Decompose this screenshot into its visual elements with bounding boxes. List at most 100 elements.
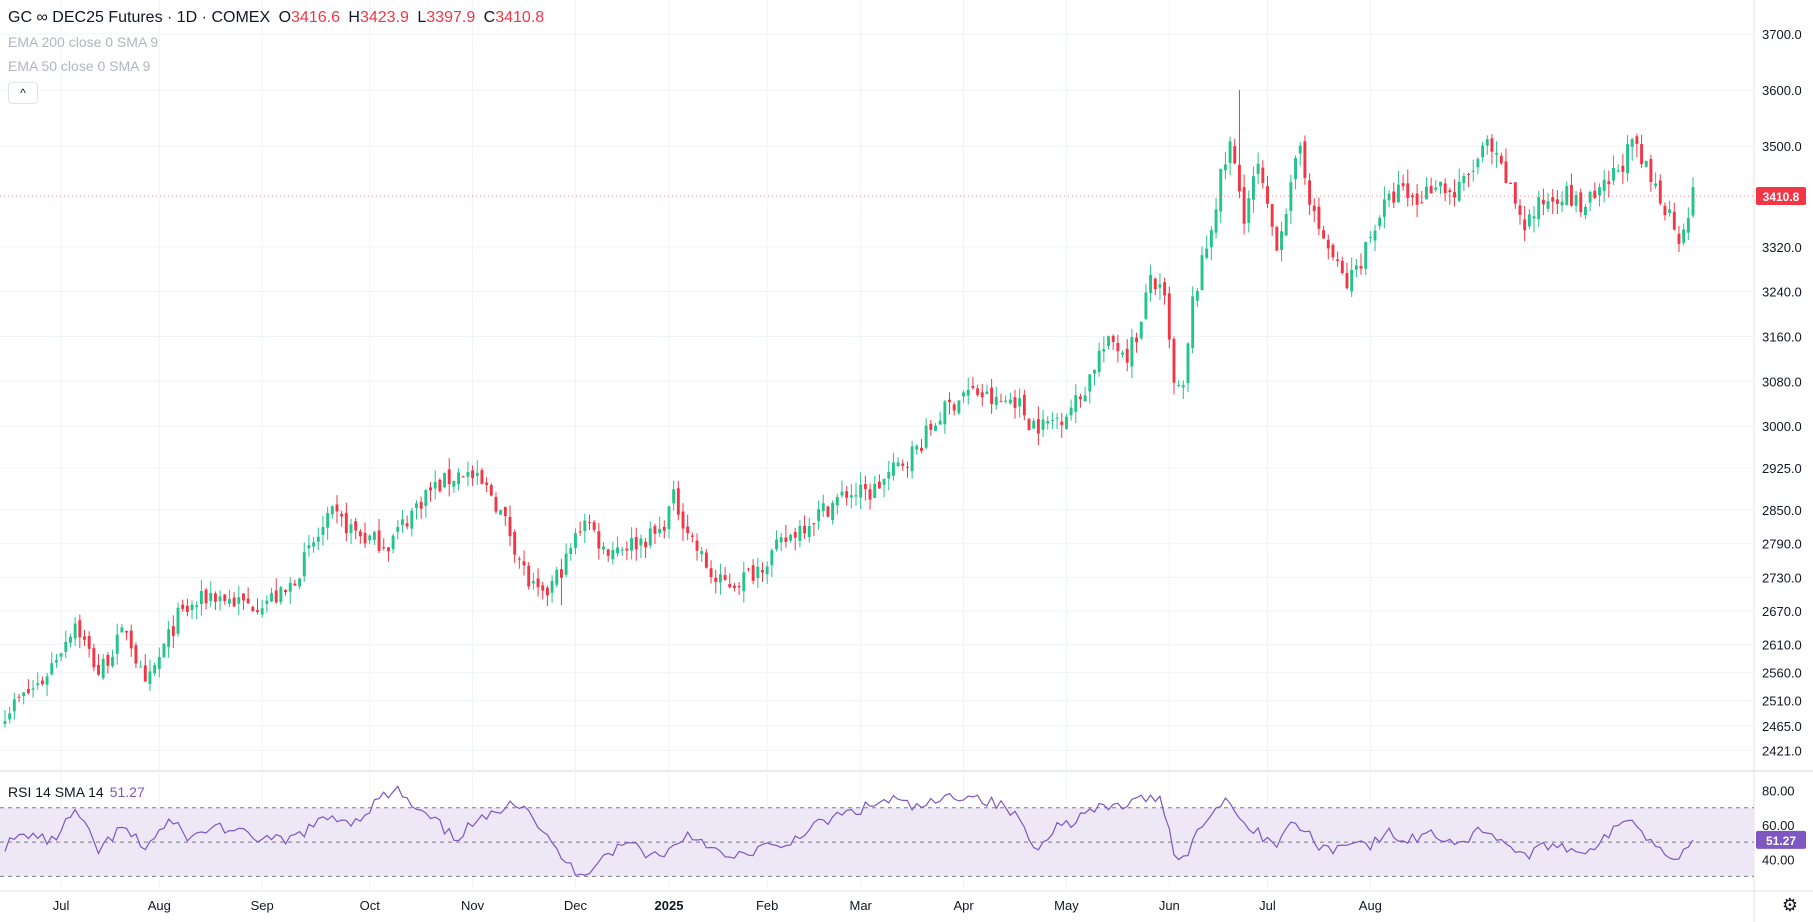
candle-down [405, 523, 409, 527]
candle-up [789, 534, 793, 541]
candle-up [943, 401, 947, 425]
candle-up [1546, 201, 1550, 209]
candle-up [765, 566, 769, 575]
candle-up [859, 484, 863, 498]
indicator-ema50[interactable]: EMA 50 close 0 SMA 9 [8, 58, 151, 74]
candle-down [340, 513, 344, 517]
ohlc-c-label: C [483, 9, 496, 26]
candle-down [761, 570, 764, 573]
time-tick-label: Jul [53, 898, 70, 913]
candle-up [648, 528, 652, 546]
collapse-legend-button[interactable]: ^ [8, 82, 38, 104]
candle-up [1214, 209, 1218, 233]
candle-down [1499, 155, 1503, 164]
candle-up [279, 587, 283, 603]
candle-up [120, 627, 124, 633]
candle-up [779, 537, 783, 543]
candle-up [73, 623, 77, 639]
candle-up [307, 545, 311, 549]
time-tick-label: Feb [756, 898, 778, 913]
candle-up [1223, 164, 1227, 171]
candle-down [1663, 205, 1667, 216]
price-tick-label: 2560.0 [1762, 666, 1802, 681]
candle-down [429, 487, 432, 491]
candle-down [87, 636, 91, 649]
candle-down [1013, 397, 1017, 408]
candle-up [36, 683, 40, 686]
time-tick-label: Oct [360, 898, 381, 913]
candle-down [26, 689, 30, 694]
price-tick-label: 2465.0 [1762, 719, 1802, 734]
candle-down [363, 532, 367, 544]
candle-down [1326, 239, 1330, 249]
candle-up [1205, 248, 1209, 258]
time-tick-label: 2025 [655, 898, 684, 913]
candle-down [344, 512, 348, 534]
candle-down [1518, 205, 1522, 215]
candle-up [1476, 159, 1480, 168]
candle-down [1237, 164, 1241, 192]
candle-up [1616, 170, 1620, 172]
candle-down [990, 387, 994, 405]
candle-down [676, 488, 680, 515]
candle-up [807, 525, 811, 537]
candle-down [1153, 278, 1157, 290]
candle-up [115, 634, 119, 654]
candle-down [1317, 206, 1321, 229]
candle-up [1102, 349, 1106, 352]
candle-down [1172, 338, 1176, 383]
candle-down [1448, 190, 1452, 193]
candle-up [798, 526, 802, 541]
price-tick-label: 2790.0 [1762, 537, 1802, 552]
candle-up [583, 520, 587, 532]
candle-up [443, 473, 446, 488]
rsi-legend[interactable]: RSI 14 SMA 14 51.27 [8, 784, 145, 800]
candle-down [513, 531, 517, 555]
candle-up [1682, 229, 1686, 243]
candle-down [1401, 183, 1405, 187]
candle-up [415, 503, 418, 508]
symbol-title[interactable]: GC ∞ DEC25 Futures · 1D · COMEX [8, 9, 271, 26]
candle-down [662, 526, 666, 531]
candle-up [1598, 187, 1601, 196]
time-tick-label: Apr [953, 898, 974, 913]
candle-up [326, 513, 330, 528]
candle-up [934, 425, 937, 431]
gear-icon[interactable]: ⚙ [1781, 895, 1799, 915]
candle-up [1209, 230, 1213, 248]
candle-up [555, 569, 559, 585]
candle-up [840, 491, 844, 496]
candle-down [461, 476, 465, 478]
candle-down [1233, 146, 1237, 164]
candle-up [938, 420, 942, 425]
price-tick-label: 2670.0 [1762, 604, 1802, 619]
candle-up [849, 495, 853, 498]
candle-down [644, 541, 648, 548]
candle-up [1457, 181, 1461, 201]
candle-up [1144, 292, 1148, 319]
candle-up [775, 539, 778, 550]
candle-up [1228, 141, 1232, 163]
rsi-value-tag [1756, 830, 1806, 849]
candle-up [64, 641, 68, 652]
candle-up [162, 643, 166, 657]
candle-down [485, 482, 489, 486]
candle-down [747, 568, 750, 570]
candle-up [1668, 209, 1672, 214]
candle-down [1359, 265, 1363, 269]
candle-down [1453, 192, 1456, 198]
candle-down [1467, 174, 1471, 176]
candle-up [349, 524, 353, 533]
price-tick-label: 2850.0 [1762, 503, 1802, 518]
candle-up [199, 590, 203, 605]
candle-up [1018, 398, 1022, 407]
candle-down [223, 594, 227, 602]
candle-down [606, 549, 610, 556]
candle-up [1284, 214, 1288, 236]
candle-up [433, 481, 437, 489]
candle-up [1481, 145, 1485, 158]
candle-down [845, 491, 849, 498]
indicator-ema200[interactable]: EMA 200 close 0 SMA 9 [8, 34, 159, 50]
candle-down [1275, 227, 1279, 251]
